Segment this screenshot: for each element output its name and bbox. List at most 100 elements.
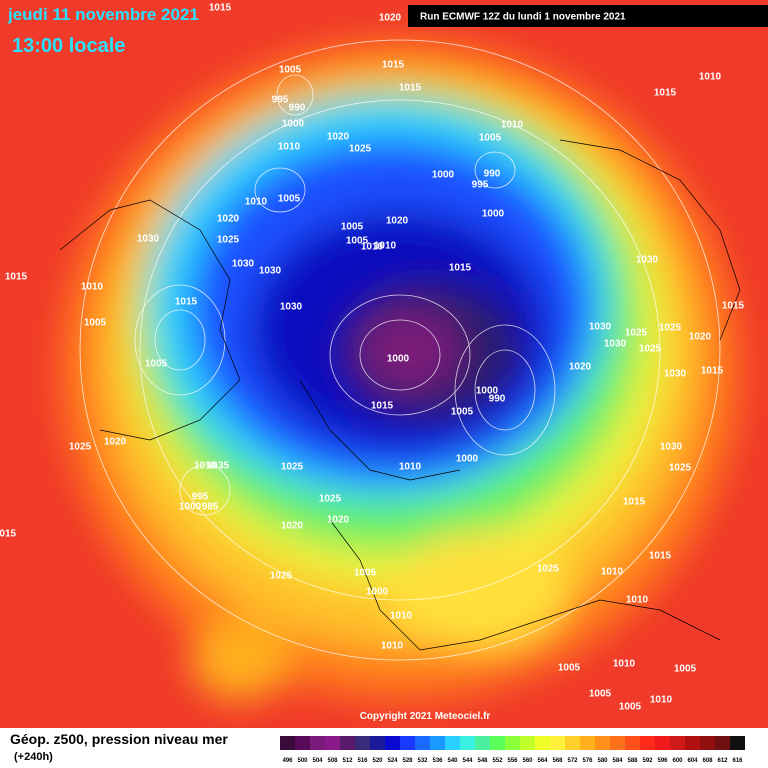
pressure-label: 1010 bbox=[501, 120, 524, 131]
band bbox=[190, 620, 290, 700]
pressure-label: 990 bbox=[289, 103, 306, 114]
pressure-label: 1010 bbox=[374, 241, 397, 252]
scale-swatch bbox=[280, 736, 295, 750]
scale-label: 588 bbox=[627, 758, 638, 764]
pressure-label: 1010 bbox=[601, 567, 624, 578]
scale-label: 564 bbox=[537, 758, 548, 764]
pressure-label: 1005 bbox=[558, 663, 581, 674]
pressure-label: 1030 bbox=[589, 322, 612, 333]
pressure-label: 1000 bbox=[366, 587, 389, 598]
scale-label: 520 bbox=[372, 758, 383, 764]
pressure-label: 1010 bbox=[81, 282, 104, 293]
pressure-label: 1020 bbox=[327, 132, 350, 143]
pressure-label: 1030 bbox=[660, 442, 683, 453]
scale-swatch bbox=[385, 736, 400, 750]
scale-label: 512 bbox=[342, 758, 353, 764]
pressure-label: 1020 bbox=[104, 437, 127, 448]
pressure-label: 1010 bbox=[613, 659, 636, 670]
pressure-label: 1025 bbox=[217, 235, 240, 246]
pressure-label: 1010 bbox=[650, 695, 673, 706]
scale-label: 504 bbox=[312, 758, 323, 764]
scale-label: 540 bbox=[447, 758, 458, 764]
pressure-label: 1010 bbox=[399, 462, 422, 473]
pressure-label: 1020 bbox=[327, 515, 350, 526]
copyright: Copyright 2021 Meteociel.fr bbox=[360, 711, 491, 722]
pressure-label: 1025 bbox=[349, 144, 372, 155]
scale-label: 572 bbox=[567, 758, 578, 764]
pressure-label: 995 bbox=[192, 492, 209, 503]
pressure-label: 1030 bbox=[259, 266, 282, 277]
scale-swatch bbox=[520, 736, 535, 750]
pressure-label: 1005 bbox=[589, 689, 612, 700]
scale-label: 596 bbox=[657, 758, 668, 764]
scale-label: 612 bbox=[717, 758, 728, 764]
scale-label: 516 bbox=[357, 758, 368, 764]
scale-swatch bbox=[610, 736, 625, 750]
scale-label: 608 bbox=[702, 758, 713, 764]
pressure-label: 1005 bbox=[278, 194, 301, 205]
pressure-label: 1025 bbox=[537, 564, 560, 575]
scale-swatch bbox=[595, 736, 610, 750]
pressure-label: 1010 bbox=[278, 142, 301, 153]
scale-swatch bbox=[490, 736, 505, 750]
pressure-label: 1025 bbox=[639, 344, 662, 355]
scale-label: 536 bbox=[432, 758, 443, 764]
pressure-label: 1000 bbox=[482, 209, 505, 220]
pressure-label: 985 bbox=[202, 502, 219, 513]
pressure-label: 1020 bbox=[281, 521, 304, 532]
pressure-label: 1025 bbox=[270, 571, 293, 582]
scale-swatch bbox=[700, 736, 715, 750]
pressure-label: 1005 bbox=[145, 359, 168, 370]
pressure-label: 1005 bbox=[341, 222, 364, 233]
scale-swatch bbox=[295, 736, 310, 750]
scale-swatch bbox=[460, 736, 475, 750]
pressure-label: 1000 bbox=[387, 354, 410, 365]
scale-swatch bbox=[445, 736, 460, 750]
scale-swatch bbox=[640, 736, 655, 750]
pressure-label: 1025 bbox=[281, 462, 304, 473]
pressure-label: 1015 bbox=[175, 297, 198, 308]
coastlines bbox=[59, 139, 741, 651]
pressure-label: 1005 bbox=[279, 65, 302, 76]
scale-swatch bbox=[400, 736, 415, 750]
scale-label: 616 bbox=[732, 758, 743, 764]
scale-swatch bbox=[310, 736, 325, 750]
pressure-label: 1025 bbox=[625, 328, 648, 339]
pressure-label: 1015 bbox=[209, 3, 232, 14]
pressure-label: 990 bbox=[484, 169, 501, 180]
pressure-label: 1030 bbox=[232, 259, 255, 270]
pressure-label: 1000 bbox=[179, 502, 202, 513]
pressure-label: 1000 bbox=[282, 119, 305, 130]
scale-swatch bbox=[550, 736, 565, 750]
scale-swatch bbox=[670, 736, 685, 750]
scale-swatch bbox=[325, 736, 340, 750]
pressure-label: 1025 bbox=[319, 494, 342, 505]
pressure-label: 1015 bbox=[449, 263, 472, 274]
scale-label: 592 bbox=[642, 758, 653, 764]
pressure-label: 1000 bbox=[476, 386, 499, 397]
pressure-label: 1000 bbox=[432, 170, 455, 181]
scale-label: 528 bbox=[402, 758, 413, 764]
scale-label: 576 bbox=[582, 758, 593, 764]
pressure-label: 1015 bbox=[623, 497, 646, 508]
band bbox=[360, 310, 460, 390]
scale-swatch bbox=[340, 736, 355, 750]
pressure-label: 1015 bbox=[399, 83, 422, 94]
pressure-label: 995 bbox=[272, 95, 289, 106]
pressure-label: 1010 bbox=[626, 595, 649, 606]
pressure-label: 1005 bbox=[619, 702, 642, 713]
scale-label: 524 bbox=[387, 758, 398, 764]
pressure-label: 1005 bbox=[84, 318, 107, 329]
pressure-label: 1015 bbox=[649, 551, 672, 562]
scale-label: 584 bbox=[612, 758, 623, 764]
scale-label: 548 bbox=[477, 758, 488, 764]
pressure-label: 1005 bbox=[674, 664, 697, 675]
scale-label: 508 bbox=[327, 758, 338, 764]
scale-swatch bbox=[475, 736, 490, 750]
pressure-label: 1015 bbox=[654, 88, 677, 99]
scale-label: 532 bbox=[417, 758, 428, 764]
pressure-label: 1030 bbox=[604, 339, 627, 350]
scale-label: 556 bbox=[507, 758, 518, 764]
